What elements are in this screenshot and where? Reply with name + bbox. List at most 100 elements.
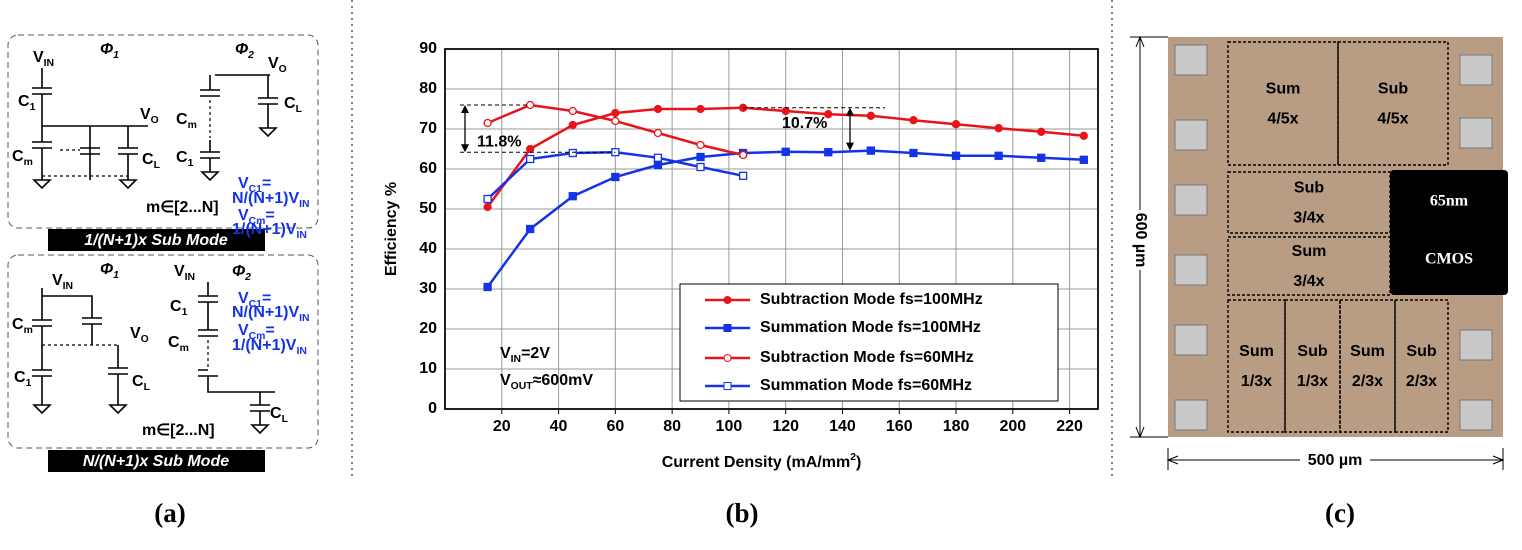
point [696,140,705,150]
circuit-label: C1 [176,149,194,169]
pad [1174,324,1208,356]
x-tick-label: 40 [550,418,568,435]
block-name: Sum [1292,243,1327,260]
legend [679,283,1059,402]
pad [1174,399,1208,431]
circuit-label: CL [270,405,289,425]
dimension-bg [1118,210,1162,270]
y-tick-label: 60 [419,160,437,177]
point [653,104,663,114]
y-tick-label: 80 [419,80,437,97]
legend-marker [723,354,732,362]
circuit-label-sub: O [151,115,159,126]
circuit-label: m∈[2...N] [146,199,219,216]
annotation: 10.7% [782,115,827,132]
circuit-label-sub: IN [185,272,195,283]
circuit-label: VO [268,55,287,75]
y-tick-label: 50 [419,200,437,217]
circuit-label-main: V [238,207,249,224]
circuit-label: Cm [12,316,33,336]
circuit-label-sub: 2 [247,50,254,61]
circuit-label-sub: L [282,414,289,425]
circuit-label: N/(N+1)VIN [232,304,310,324]
circuit-label-sub: 1 [182,307,188,318]
condition-rest: =2V [521,345,550,362]
legend-label: Subtraction Mode fs=100MHz [760,291,983,308]
point [1037,153,1046,162]
circuit-label: VCm= [238,322,275,342]
block-ratio: 3/4x [1293,273,1324,290]
x-tick-label: 20 [493,418,511,435]
process-box [1390,170,1508,295]
circuit-label-main: C [132,373,144,390]
block-ratio: 2/3x [1352,373,1383,390]
point [781,147,790,156]
circuit-label-sub: IN [44,58,54,69]
circuit-label: 1/(N+1)VIN [232,221,307,241]
circuit-label-main: C [168,334,180,351]
condition: VOUT≈600mV [500,372,593,392]
arrow-head [846,142,854,151]
condition-sub: OUT [511,381,534,392]
circuit-label-main: C [142,151,154,168]
y-tick-label: 90 [419,40,437,57]
circuit-label-sub: m [188,120,197,131]
point [738,171,748,180]
block-ratio: 4/5x [1377,111,1408,128]
panel-caption: (a) [154,498,185,528]
block-name: Sum [1350,343,1385,360]
circuit-block [1227,41,1339,166]
point [611,172,620,182]
legend-label: Summation Mode fs=60MHz [760,377,972,394]
condition-main: V [500,345,511,362]
y-tick-label: 10 [419,360,437,377]
pad [1174,254,1208,286]
point [951,151,961,160]
arrow-head [461,105,469,113]
point [611,148,620,157]
circuit-label-main: 1/(N+1)V [232,337,297,354]
circuit-label-main: C [14,369,26,386]
circuit-label-sub: 1 [113,50,119,61]
condition: VIN=2V [500,345,550,365]
circuit-label-sub: O [279,64,287,75]
circuit-label-main: C [284,95,296,112]
circuit-label: Φ2 [235,41,254,61]
circuit-label-sub: Cm [249,216,266,227]
circuit-label-sub: 1 [188,158,194,169]
y-tick-label: 0 [428,400,437,417]
circuit-label-main: V [130,325,141,342]
circuit-label: VIN [174,263,195,283]
circuit-label-main: 1/(N+1)V [232,221,297,238]
circuit-label: Cm [12,148,33,168]
point [824,148,833,157]
point [483,282,492,292]
point [526,224,535,234]
point [909,116,918,125]
circuit-label-sub: IN [296,230,306,241]
x-tick-label: 220 [1056,418,1083,435]
x-tick-label: 120 [772,418,799,435]
condition-rest: ≈600mV [533,372,594,389]
circuit-label-main: m∈[2...N] [142,422,215,439]
circuit-label-main: N/(N+1)V [232,304,299,321]
circuit-drawings [7,34,319,472]
point [824,110,833,119]
panel-caption: (b) [726,498,759,528]
circuit-label-sub: C1 [249,184,263,195]
point [611,116,620,126]
circuit-label: m∈[2...N] [142,422,215,439]
point [568,120,577,130]
y-tick-label: 20 [419,320,437,337]
condition-sub: IN [511,354,521,365]
circuit-label-sub: IN [63,281,73,292]
circuit-label-sub: m [24,325,33,336]
circuit-label-sub: m [180,343,189,354]
point [653,153,663,162]
pad [1459,54,1493,86]
panel-caption: (c) [1325,498,1355,528]
pad [1174,119,1208,151]
pad [1174,44,1208,76]
circuit-block [1339,299,1396,433]
pad [1459,329,1493,361]
